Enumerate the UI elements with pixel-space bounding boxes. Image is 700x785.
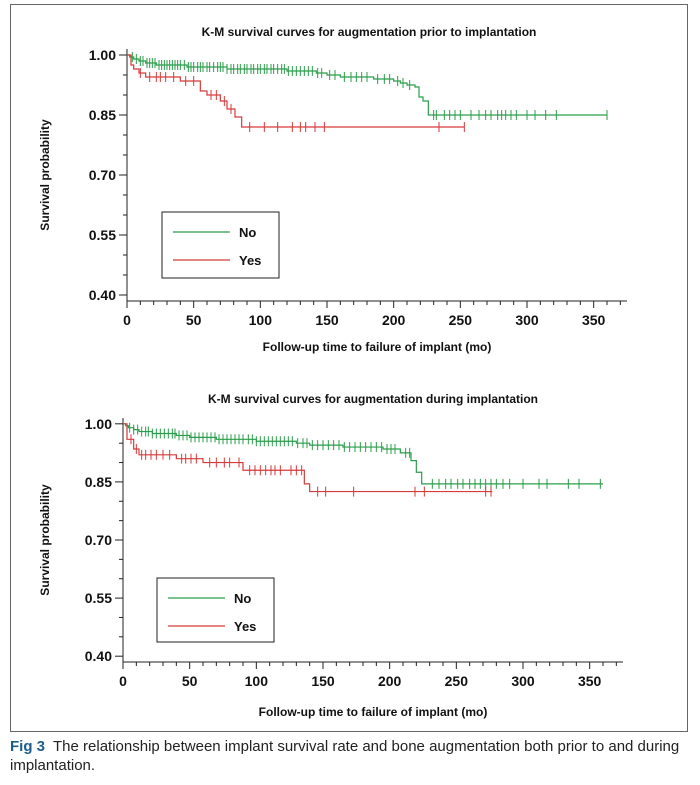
y-tick-label: 0.85 [85, 474, 112, 490]
x-axis-label: Follow-up time to failure of implant (mo… [263, 340, 492, 354]
x-tick-label: 350 [582, 312, 606, 328]
survival-curve-no [127, 54, 607, 116]
x-tick-label: 0 [119, 673, 127, 689]
legend-label-no: No [234, 591, 251, 606]
y-tick-label: 0.55 [85, 590, 112, 606]
y-tick-label: 1.00 [85, 416, 112, 432]
y-tick-label: 0.40 [85, 648, 112, 664]
x-tick-label: 200 [382, 312, 406, 328]
x-tick-label: 250 [445, 673, 469, 689]
x-tick-label: 200 [378, 673, 402, 689]
figure-frame: K-M survival curves for augmentation pri… [10, 4, 688, 732]
x-tick-label: 0 [123, 312, 131, 328]
x-tick-label: 100 [249, 312, 273, 328]
x-tick-label: 250 [449, 312, 473, 328]
x-tick-label: 350 [578, 673, 602, 689]
survival-curve-yes [127, 54, 465, 128]
caption-label: Fig 3 [10, 738, 46, 755]
x-tick-label: 50 [186, 312, 202, 328]
x-tick-label: 150 [315, 312, 339, 328]
km-chart-augmentation-prior: K-M survival curves for augmentation pri… [38, 25, 627, 354]
chart-title: K-M survival curves for augmentation dur… [208, 392, 538, 406]
km-chart-augmentation-during: K-M survival curves for augmentation dur… [38, 392, 623, 719]
survival-curve-yes [123, 423, 493, 493]
legend-label-yes: Yes [239, 253, 261, 268]
legend: No Yes [156, 577, 275, 643]
x-tick-label: 300 [515, 312, 539, 328]
legend-label-yes: Yes [234, 619, 256, 634]
y-tick-label: 0.70 [89, 167, 116, 183]
y-tick-label: 0.85 [89, 107, 116, 123]
x-tick-label: 150 [311, 673, 335, 689]
y-axis-label: Survival probability [38, 484, 52, 596]
caption-text: The relationship between implant surviva… [10, 738, 680, 774]
figure-caption: Fig 3 The relationship between implant su… [10, 737, 695, 775]
legend-label-no: No [239, 225, 256, 240]
y-tick-label: 0.40 [89, 287, 116, 303]
x-tick-label: 50 [182, 673, 198, 689]
chart-title: K-M survival curves for augmentation pri… [202, 25, 537, 39]
y-tick-label: 0.70 [85, 532, 112, 548]
y-axis-label: Survival probability [38, 119, 52, 231]
y-tick-label: 0.55 [89, 227, 116, 243]
y-tick-label: 1.00 [89, 47, 116, 63]
legend: No Yes [161, 211, 280, 279]
x-tick-label: 100 [245, 673, 269, 689]
x-tick-label: 300 [511, 673, 535, 689]
x-axis-label: Follow-up time to failure of implant (mo… [259, 705, 488, 719]
